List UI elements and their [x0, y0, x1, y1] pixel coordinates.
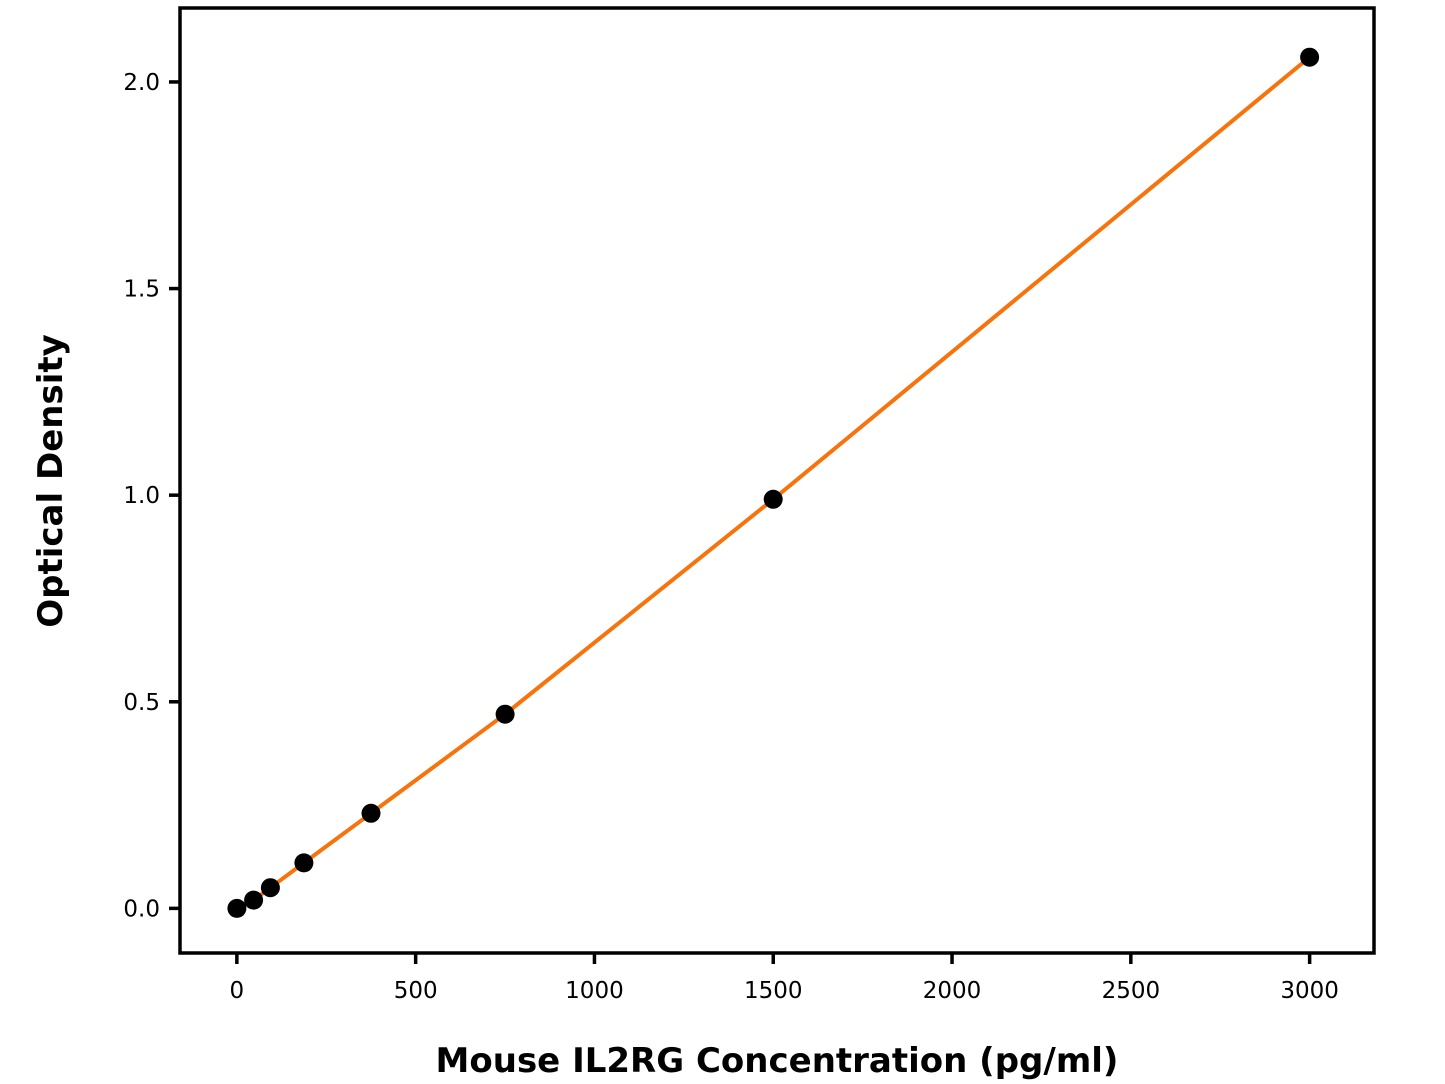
x-tick-label: 0 — [230, 978, 245, 1004]
y-tick-label: 0.0 — [123, 896, 160, 922]
standard-curve-line — [234, 55, 1312, 911]
x-tick-label: 2000 — [923, 978, 982, 1004]
y-tick-label: 0.5 — [123, 690, 160, 716]
data-point — [244, 890, 264, 910]
data-point — [260, 878, 280, 898]
y-tick-label: 1.5 — [123, 277, 160, 303]
plot-frame — [178, 6, 1376, 955]
data-point — [763, 489, 783, 509]
y-axis-title: Optical Density — [31, 334, 71, 628]
x-tick-label: 1500 — [744, 978, 803, 1004]
x-tick-label: 2500 — [1102, 978, 1161, 1004]
data-point — [1300, 47, 1320, 67]
y-tick-label: 2.0 — [123, 70, 160, 96]
data-point — [361, 803, 381, 823]
x-tick-label: 1000 — [565, 978, 624, 1004]
data-point — [495, 704, 515, 724]
data-point — [227, 898, 247, 918]
x-axis-title: Mouse IL2RG Concentration (pg/ml) — [436, 1041, 1119, 1081]
data-point — [294, 853, 314, 873]
x-tick-label: 3000 — [1280, 978, 1339, 1004]
y-tick-label: 1.0 — [123, 483, 160, 509]
plot-area: 0 500 1000 1500 2000 2500 3000 0.0 0.5 1.0 1.5 2.0 — [123, 6, 1376, 1004]
x-tick-label: 500 — [394, 978, 438, 1004]
